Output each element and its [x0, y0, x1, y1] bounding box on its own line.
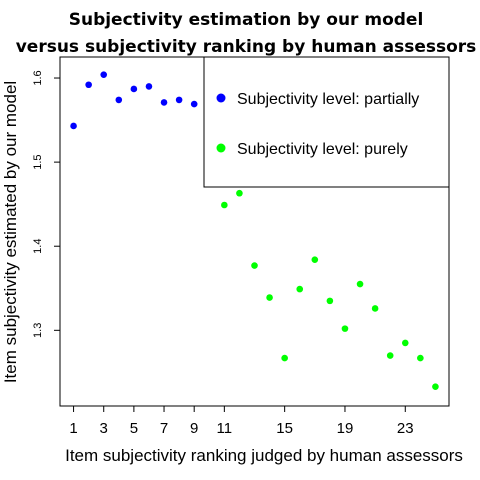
data-point-partially — [85, 81, 92, 89]
legend-marker-purely — [216, 143, 226, 153]
data-point-purely — [386, 352, 394, 359]
data-point-purely — [251, 262, 258, 269]
data-point-partially — [160, 99, 168, 106]
data-point-partially — [175, 96, 183, 104]
data-point-purely — [371, 305, 379, 312]
data-point-purely — [296, 285, 304, 293]
x-axis: 1 3 5 7 9 11 15 19 23 — [69, 406, 414, 437]
data-point-partially — [100, 71, 108, 78]
y-tick-label: 1.4 — [32, 239, 44, 254]
data-point-partially — [70, 122, 77, 130]
x-tick-label: 11 — [217, 420, 233, 437]
x-axis-label: Item subjectivity ranking judged by huma… — [65, 446, 463, 465]
x-tick-label: 19 — [337, 420, 354, 437]
data-point-partially — [115, 96, 123, 104]
legend-label-partially: Subjectivity level: partially — [237, 91, 419, 108]
y-axis: 1.3 1.4 1.5 1.6 — [32, 70, 60, 338]
y-axis-label: Item subjectivity estimated by our model — [1, 81, 20, 383]
data-points — [70, 71, 439, 390]
legend-marker-partially — [216, 93, 226, 103]
x-tick-label: 7 — [160, 420, 168, 437]
data-point-partially — [130, 85, 138, 93]
data-point-partially — [145, 83, 153, 90]
x-tick-label: 15 — [276, 420, 293, 437]
x-tick-label: 23 — [397, 420, 414, 437]
data-point-purely — [281, 354, 288, 362]
y-tick-label: 1.3 — [32, 323, 44, 338]
x-tick-label: 9 — [190, 420, 198, 437]
chart-title-line-2: versus subjectivity ranking by human ass… — [16, 37, 477, 57]
x-tick-label: 1 — [69, 420, 77, 437]
data-point-purely — [236, 189, 243, 197]
x-tick-label: 5 — [130, 420, 138, 437]
legend-label-purely: Subjectivity level: purely — [237, 141, 408, 158]
y-tick-label: 1.6 — [32, 70, 44, 85]
y-tick-label: 1.5 — [32, 154, 44, 169]
data-point-purely — [356, 280, 364, 288]
legend-box — [203, 56, 450, 188]
data-point-purely — [266, 294, 273, 301]
data-point-purely — [326, 297, 334, 305]
legend: Subjectivity level: partially Subjectivi… — [203, 56, 450, 188]
data-point-purely — [221, 201, 228, 209]
data-point-purely — [432, 383, 439, 390]
data-point-purely — [341, 325, 349, 332]
data-point-partially — [190, 100, 198, 108]
data-point-purely — [401, 339, 409, 347]
data-point-purely — [417, 354, 424, 362]
chart-title-line-1: Subjectivity estimation by our model — [69, 10, 424, 30]
x-tick-label: 3 — [100, 420, 108, 437]
data-point-purely — [311, 256, 319, 263]
